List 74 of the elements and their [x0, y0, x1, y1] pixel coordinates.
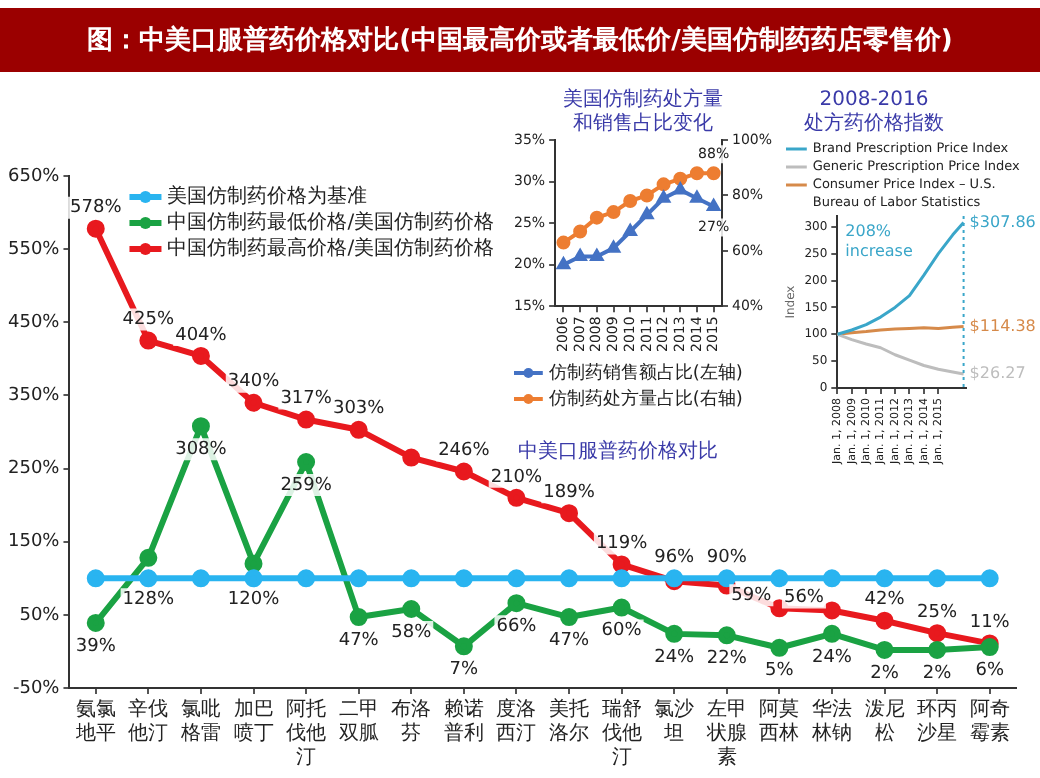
data-label: 39%: [75, 636, 117, 657]
data-label: $114.38: [969, 316, 1036, 335]
data-label: 22%: [706, 649, 748, 670]
y-tick-label: 450%: [7, 312, 61, 333]
data-label: $307.86: [969, 212, 1036, 231]
x-tick-label: 二甲双胍: [338, 699, 379, 746]
y-tick-label: 550%: [7, 239, 61, 260]
y-tick-label: 650%: [7, 166, 61, 187]
x-tick-label: 美托洛尔: [549, 697, 590, 746]
data-label: 119%: [595, 534, 649, 555]
y-tick-label: 250%: [7, 459, 61, 480]
y-tick-label: 350%: [7, 386, 61, 407]
annotation: 中美口服普药价格对比: [518, 439, 718, 464]
data-label: 246%: [438, 441, 491, 462]
data-label: 2%: [922, 663, 953, 684]
x-tick-label: 左甲状腺素: [704, 697, 747, 770]
x-tick-label: 氯吡格雷: [178, 697, 221, 746]
legend-label: 中国仿制药最低价格/美国仿制药价格: [167, 210, 495, 235]
data-label: 66%: [496, 616, 538, 637]
data-label: $26.27: [969, 364, 1026, 383]
x-tick-label: 度洛西汀: [496, 697, 537, 746]
data-label: 303%: [332, 399, 386, 420]
data-label: 404%: [175, 325, 228, 346]
data-label: 7%: [449, 660, 480, 680]
data-label: 11%: [969, 613, 1011, 634]
data-label: 59%: [731, 585, 773, 606]
x-tick-label: 泼尼松: [864, 697, 905, 746]
data-label: 24%: [654, 647, 696, 668]
x-tick-label: 氨氯地平: [73, 699, 116, 746]
chart-title: 美国仿制药处方量和销售占比变化: [563, 87, 723, 136]
legend-label: 仿制药销售额占比(左轴): [546, 361, 743, 384]
y-tick-label: 150%: [7, 532, 61, 553]
data-label: 5%: [765, 661, 795, 682]
data-label: 6%: [975, 660, 1005, 681]
x-tick-label: 布洛芬: [391, 697, 432, 746]
x-tick-label: 阿奇霉素: [969, 699, 1010, 746]
annotation: 208% increase: [845, 222, 913, 261]
data-label: 425%: [122, 310, 175, 331]
x-tick-label: 氯沙坦: [654, 697, 695, 746]
data-label: 24%: [811, 647, 853, 668]
legend-label: 中国仿制药最高价格/美国仿制药价格: [167, 236, 495, 261]
data-label: 2%: [870, 663, 900, 684]
data-label: 47%: [549, 630, 590, 651]
data-label: 47%: [338, 630, 380, 651]
legend-label: 美国仿制药价格为基准: [167, 184, 368, 209]
data-label: 25%: [917, 602, 959, 623]
data-label: 128%: [122, 589, 175, 610]
x-tick-label: 加巴喷丁: [233, 697, 274, 746]
data-label: 58%: [391, 622, 433, 643]
data-label: 60%: [601, 621, 643, 642]
data-label: 259%: [280, 475, 333, 496]
data-label: 90%: [706, 547, 748, 568]
x-tick-label: 环丙沙星: [917, 699, 958, 746]
data-label: 189%: [543, 482, 596, 503]
x-tick-label: 赖诺普利: [443, 697, 484, 746]
data-label: 578%: [70, 198, 123, 219]
y-tick-label: 50%: [19, 605, 61, 626]
y-tick-label: -50%: [12, 678, 61, 699]
data-label: 120%: [227, 589, 281, 610]
data-label: 56%: [783, 588, 825, 609]
data-label: 210%: [490, 467, 544, 488]
data-label: 340%: [227, 372, 281, 393]
legend-label: 仿制药处方量占比(右轴): [546, 387, 743, 410]
x-tick-label: 瑞舒伐他汀: [601, 697, 642, 770]
x-tick-label: 阿托伐他汀: [286, 697, 327, 770]
chart-title: 图：中美口服普药价格对比(中国最高价或者最低价/美国仿制药药店零售价): [87, 23, 953, 58]
x-tick-label: 华法林钠: [809, 697, 852, 746]
chart-title: 2008-2016 处方药价格指数: [804, 89, 944, 136]
data-label: 96%: [654, 547, 696, 568]
x-tick-label: 阿莫西林: [759, 697, 800, 746]
data-label: 308%: [175, 439, 228, 460]
data-label: 42%: [864, 590, 906, 611]
data-label: 317%: [280, 389, 333, 410]
x-tick-label: 辛伐他汀: [128, 697, 169, 746]
